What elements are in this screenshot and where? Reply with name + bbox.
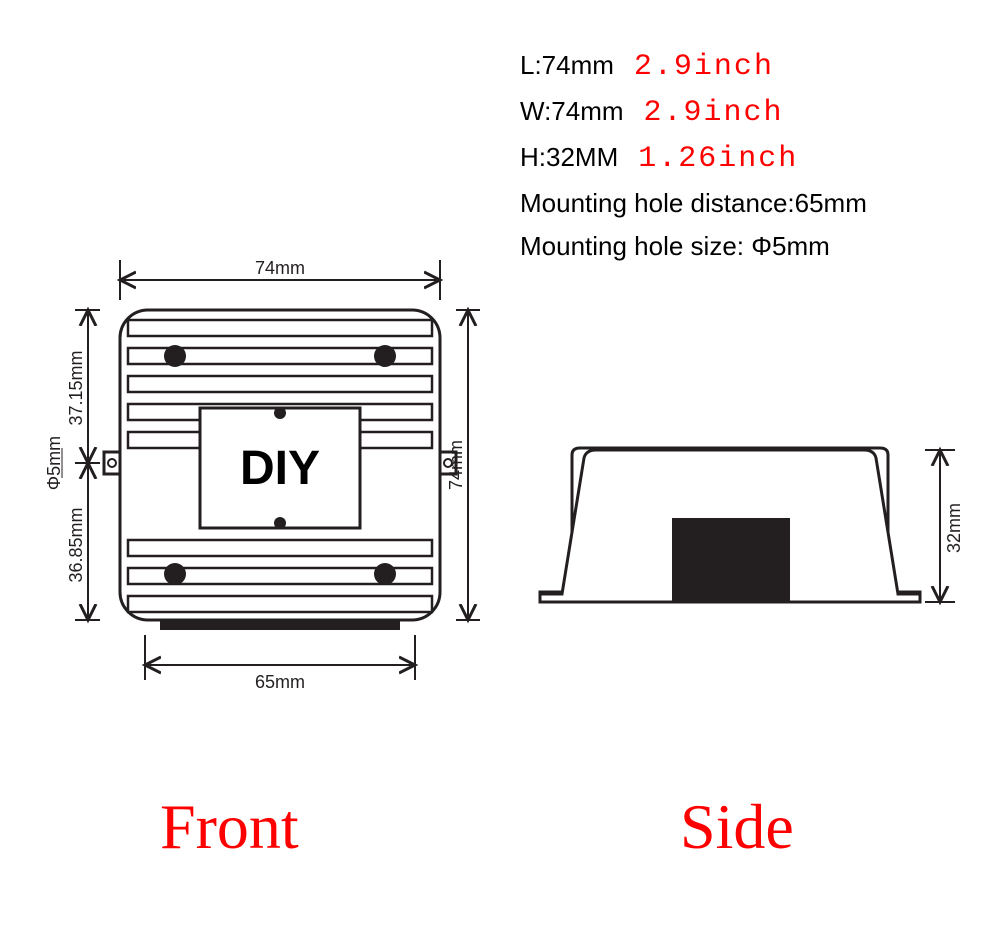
spec-L: L:74mm 2.9inch [520,50,867,84]
front-top-dim-text: 74mm [255,258,305,278]
spec-mount-dist: Mounting hole distance:65mm [520,188,867,219]
front-left-dims: 37.15mm 36.85mm [66,310,100,620]
front-screw-dot [374,563,396,585]
front-mount-tab-left [104,452,120,474]
front-bottom-bar [160,620,400,630]
side-inner-block [672,518,790,602]
front-fin [128,540,432,556]
spec-L-inch: 2.9inch [634,50,774,84]
spec-W: W:74mm 2.9inch [520,96,867,130]
side-right-dim-text: 32mm [944,503,964,553]
front-left-bottom-text: 36.85mm [66,507,86,582]
front-screw-dot [164,563,186,585]
front-left-hole-text: Φ5mm [44,436,64,490]
spec-H: H:32MM 1.26inch [520,142,867,176]
front-bottom-dim-text: 65mm [255,672,305,692]
front-fin [128,376,432,392]
spec-L-mm: L:74mm [520,50,614,81]
side-right-dim: 32mm [925,450,964,602]
spec-W-mm: W:74mm [520,96,624,127]
front-label-panel: DIY [200,407,360,529]
front-left-hole-dim: Φ5mm [44,436,64,490]
side-drawing: 32mm [520,380,1000,730]
front-screw-dot [374,345,396,367]
spec-list: L:74mm 2.9inch W:74mm 2.9inch H:32MM 1.2… [520,50,867,274]
front-fin [128,596,432,612]
front-right-text: 74mm [446,440,466,490]
spec-mount-size: Mounting hole size: Φ5mm [520,231,867,262]
spec-W-inch: 2.9inch [644,96,784,130]
front-screw-dot [164,345,186,367]
side-title: Side [680,790,794,864]
front-top-dim: 74mm [120,258,440,300]
front-label-text: DIY [240,442,320,495]
front-left-top-text: 37.15mm [66,350,86,425]
front-fin [128,320,432,336]
spec-H-mm: H:32MM [520,142,618,173]
front-title: Front [160,790,299,864]
spec-H-inch: 1.26inch [638,142,798,176]
front-right-dim: 74mm [446,310,480,620]
front-drawing: 74mm DIY 37.15mm 36.85mm Φ5mm [0,0,500,720]
front-bottom-dim: 65mm [145,635,415,692]
